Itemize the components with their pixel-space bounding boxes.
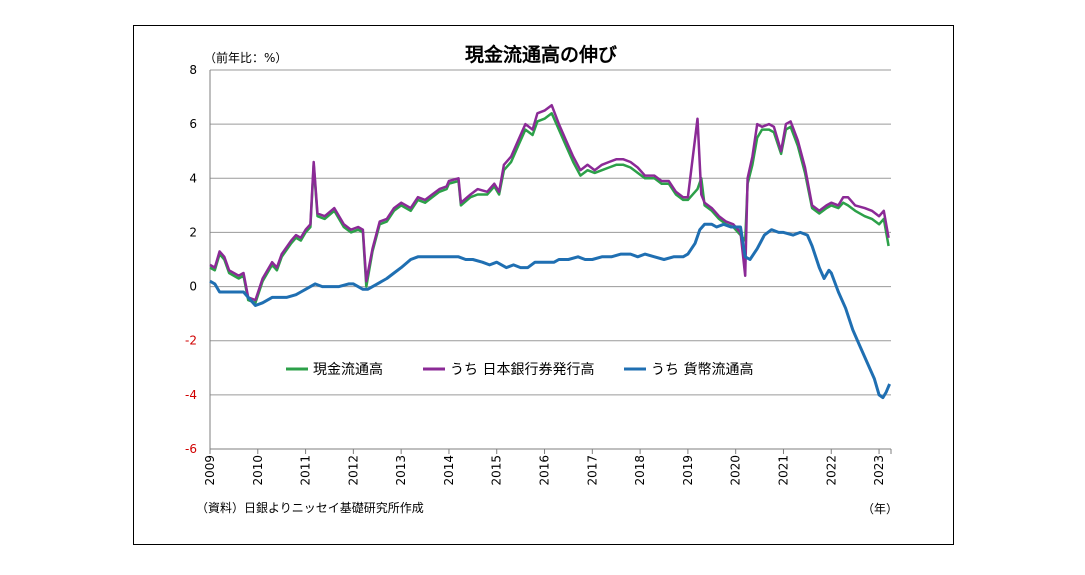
series-line [209, 222, 891, 400]
x-tick-label: 2021 [776, 455, 790, 486]
x-tick-label: 2017 [585, 455, 599, 486]
x-tick-label: 2022 [824, 455, 838, 486]
source-note: （資料）日銀よりニッセイ基礎研究所作成 [196, 500, 424, 515]
x-tick-label: 2023 [872, 455, 886, 486]
chart-frame: 現金流通高の伸び （前年比：%） 8 6 4 2 0 -2 -4 -6 2009 2010 2011… [133, 25, 954, 545]
x-tick-label: 2020 [729, 455, 743, 486]
y-tick-label: -6 [185, 442, 197, 456]
y-axis-label: （前年比：%） [204, 50, 287, 65]
x-tick-label: 2010 [251, 455, 265, 486]
x-tick-label: 2015 [490, 455, 504, 486]
y-tick-label: 6 [189, 117, 197, 131]
x-axis-label: （年） [862, 502, 898, 516]
y-tick-label: -2 [185, 334, 197, 348]
legend-label: うち 日本銀行券発行高 [450, 361, 594, 378]
y-tick-label: 0 [189, 280, 197, 294]
x-tick-label: 2013 [394, 455, 408, 486]
series-line [209, 103, 890, 302]
y-tick-label: 8 [189, 63, 197, 77]
y-tick-label: 2 [189, 225, 197, 239]
x-tick-label: 2012 [346, 455, 360, 486]
legend-label: 現金流通高 [313, 361, 383, 378]
x-tick-label: 2014 [442, 455, 456, 486]
line-chart: 現金流通高の伸び （前年比：%） 8 6 4 2 0 -2 -4 -6 2009 2010 2011… [185, 43, 898, 516]
y-tick-label: -4 [185, 388, 197, 402]
x-tick-label: 2009 [203, 455, 217, 486]
legend-label: うち 貨幣流通高 [651, 361, 753, 378]
x-tick-label: 2018 [633, 455, 647, 486]
x-tick-label: 2011 [299, 455, 313, 486]
x-tick-label: 2019 [681, 455, 695, 486]
x-tick-label: 2016 [538, 455, 552, 486]
chart-title: 現金流通高の伸び [465, 43, 617, 66]
y-tick-label: 4 [189, 171, 197, 185]
